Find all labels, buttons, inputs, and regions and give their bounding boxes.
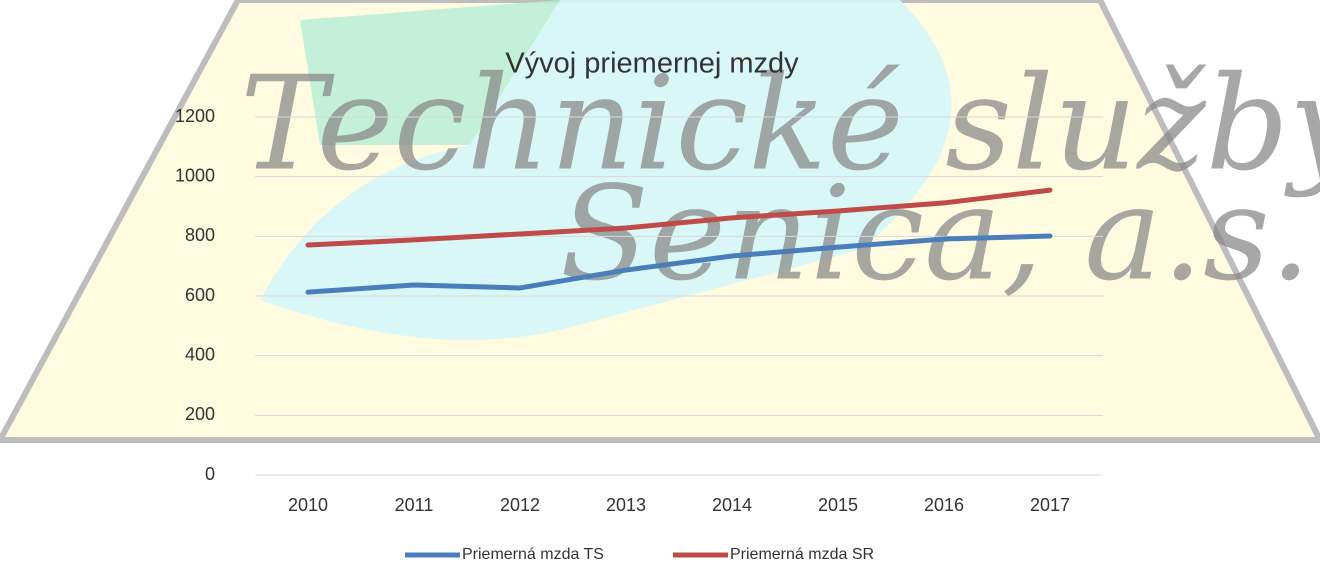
x-tick-label: 2015: [818, 495, 858, 515]
y-tick-label: 800: [185, 225, 215, 245]
chart-title: Vývoj priemernej mzdy: [505, 48, 799, 80]
x-tick-label: 2010: [288, 495, 328, 515]
y-tick-label: 600: [185, 285, 215, 305]
watermark-line: Senica, a.s.: [560, 158, 1311, 310]
y-tick-label: 1200: [175, 106, 215, 126]
legend-label: Priemerná mzda SR: [730, 546, 874, 563]
x-tick-label: 2016: [924, 495, 964, 515]
x-tick-label: 2014: [712, 495, 752, 515]
legend-label: Priemerná mzda TS: [462, 546, 604, 563]
y-tick-label: 1000: [175, 165, 215, 185]
x-tick-label: 2013: [606, 495, 646, 515]
y-tick-label: 0: [205, 464, 215, 484]
y-tick-label: 200: [185, 404, 215, 424]
x-tick-label: 2017: [1030, 495, 1070, 515]
x-tick-label: 2011: [395, 495, 434, 515]
chart: Technické služby Senica, a.s. Vývoj prie…: [0, 0, 1320, 565]
y-tick-label: 400: [185, 344, 215, 364]
x-tick-label: 2012: [500, 495, 540, 515]
